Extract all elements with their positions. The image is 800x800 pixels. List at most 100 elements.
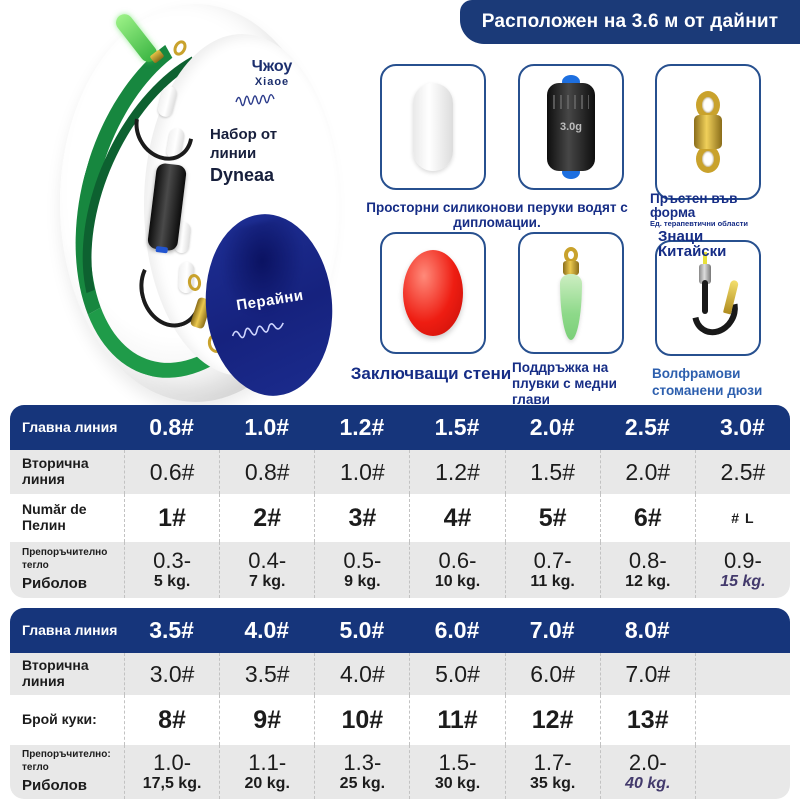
weight-kg: 9 kg. [344,573,381,591]
table-cell: 1.7- 35 kg. [504,745,600,799]
line-spool-photo: Чжоу Xiaoe Набор от линии Dyneaa Перайни [36,0,360,407]
table-cell: 4.0# [244,617,290,643]
table-cell: 9# [219,695,314,745]
secondary-line-label: Вторична линия [22,657,89,689]
table-cell: 0.8# [219,450,314,494]
table-cell: 6# [599,494,695,542]
main-line-label: Главна линия [22,621,118,638]
red-float-stop-image [403,250,463,336]
table-cell: 3# [314,494,409,542]
weight-range: 0.3- [153,547,192,573]
spool-brand-line2: Xiaoe [254,76,290,88]
fishing-hook-image [673,252,747,344]
table-row: Главна линия 0.8# 1.0# 1.2# 1.5# 2.0# 2.… [10,405,790,450]
weight-range: 1.5- [438,749,477,775]
table-cell: 2.0# [599,450,695,494]
weight-kg: 10 kg. [434,573,481,591]
table-cell: 0.4- 7 kg. [219,542,314,598]
table-cell: 1# [124,494,219,542]
weight-range: 1.0- [153,749,192,775]
table-cell: 3.5# [149,617,194,643]
weight-range: 1.3- [343,749,382,775]
table-row: Препоръчително: тегло Риболов 1.0- 17,5 … [10,745,790,799]
weight-kg: 15 kg. [720,573,766,591]
table-cell: 12# [504,695,600,745]
hook-count-label: Брой куки: [22,711,97,728]
swivel-caption-line1: Пръстен във форма [650,191,738,221]
component-box-silicone-stop [380,64,486,190]
weight-kg: 30 kg. [434,775,481,793]
swivel-bottom-ring [696,145,720,173]
table-cell: 7.0# [599,653,695,695]
hook-sleeve [699,264,711,284]
hook-snell-line [703,252,707,266]
hook-shank [702,280,708,314]
table-cell [695,608,790,653]
table-cell: 0.8# [149,414,194,440]
weight-range: 0.6- [438,547,477,573]
weight-range: 0.9- [723,547,762,573]
set-label-line2: линии [210,144,257,162]
table-cell: 10# [314,695,409,745]
table-cell [694,745,790,799]
hook-caption: Волфрамови стоманени дюзи [652,366,763,398]
table-cell: 1.5- 30 kg. [409,745,504,799]
weight-kg: 11 kg. [530,573,575,591]
table-cell: 13# [599,695,695,745]
weight-kg: 20 kg. [244,775,290,793]
table-cell: 5# [504,494,600,542]
weight-range: 1.7- [533,749,572,775]
swivel-caption: Пръстен във форма Ед. терапевтични облас… [650,191,768,260]
row1-caption: Просторни силиконови перуки водят с дипл… [366,200,628,230]
spool-set-label: Набор от линии Dyneaa [210,126,277,186]
support-collar [563,260,579,275]
position-banner: Расположен на 3.6 м от дайнит [460,0,800,44]
set-label-line1: Набор от [210,126,278,143]
table-cell: 2# [219,494,314,542]
weight-kg: 40 kg. [625,775,671,793]
table-row: Număr de Пелин 1# 2# 3# 4# 5# 6# # L [10,494,790,542]
table-cell: 2.5# [624,414,670,440]
weight-kg: 17,5 kg. [142,775,202,793]
table-cell: 8.0# [624,617,670,643]
table-cell: 0.6- 10 kg. [409,542,504,598]
table-cell: 1.0# [244,414,290,440]
weight-kg: 25 kg. [339,775,386,793]
weight-kg: 7 kg. [248,573,286,591]
table-cell: 3.0# [720,414,765,440]
barrel-swivel-image [694,91,722,173]
component-box-weight: 3.0g [518,64,624,190]
secondary-line-label: Вторична линия [22,455,89,487]
table-cell: 1.2# [409,450,504,494]
weight-kg: 35 kg. [529,775,576,793]
component-box-float-support [518,232,624,354]
table-cell: 3.5# [219,653,314,695]
table-cell: 0.5- 9 kg. [314,542,409,598]
blue-label-scribble [231,322,284,339]
table-cell: 5.0# [339,617,385,643]
swivel-body [694,115,722,149]
weight-range: 0.4- [248,547,287,573]
weight-range: 1.1- [248,749,287,775]
table-cell: 1.5# [434,414,480,440]
table-cell: 6.0# [434,617,480,643]
weight-body: 3.0g [547,83,595,171]
spec-table-light-lines: Главна линия 0.8# 1.0# 1.2# 1.5# 2.0# 2.… [10,405,790,598]
table-cell: 1.2# [339,414,385,440]
component-box-hook [655,240,761,356]
support-caption: Поддръжка на плувки с медни глави [512,360,617,408]
hook-number-label: Număr de Пелин [22,501,87,533]
support-drop-body [560,273,582,340]
table-cell: 4# [409,494,504,542]
table-cell: 0.9- 15 kg. [694,542,790,598]
table-cell: 11# [409,695,504,745]
table-cell: 8# [124,695,219,745]
table-row: Брой куки: 8# 9# 10# 11# 12# 13# [10,695,790,745]
table-row: Препоръчително тегло Риболов 0.3- 5 kg. … [10,542,790,598]
table-cell [694,653,790,695]
table-cell: 7.0# [529,617,575,643]
table-cell: 1.0- 17,5 kg. [124,745,219,799]
table-cell: # L [694,494,790,542]
weight-range: 0.8- [628,547,667,573]
component-box-swivel [655,64,761,200]
